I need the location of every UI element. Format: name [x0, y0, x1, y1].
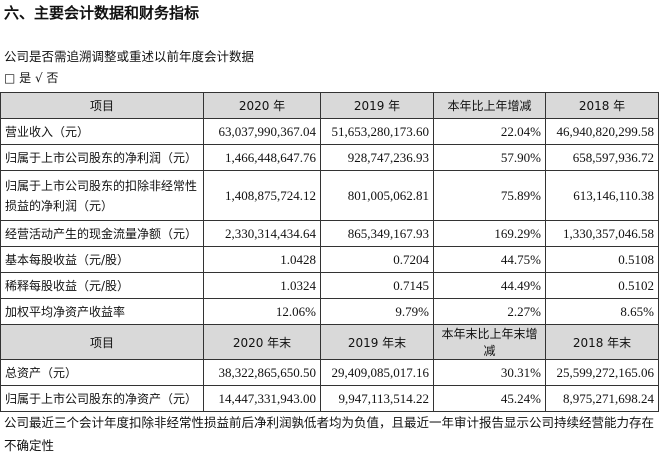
value-cell: 0.7145: [320, 272, 434, 299]
value-cell: 8.65%: [545, 298, 659, 325]
value-cell: 46,940,820,299.58: [545, 118, 659, 145]
value-cell: 30.31%: [433, 359, 546, 386]
label-cell: 营业收入（元）: [0, 118, 204, 145]
value-cell: 1,408,875,724.12: [203, 170, 321, 221]
value-cell: 22.04%: [433, 118, 546, 145]
value-cell: 0.5108: [545, 246, 659, 273]
value-cell: 1.0428: [203, 246, 321, 273]
value-cell: 8,975,271,698.24: [545, 385, 659, 412]
header-cell: 本年末比上年末增减: [433, 324, 546, 360]
value-cell: 865,349,167.93: [320, 220, 434, 247]
question: 公司是否需追溯调整或重述以前年度会计数据: [4, 49, 255, 64]
header-cell: 2018 年: [545, 92, 659, 119]
value-cell: 0.5102: [545, 272, 659, 299]
header-cell: 2020 年末: [203, 324, 321, 360]
value-cell: 169.29%: [433, 220, 546, 247]
header-cell: 2019 年: [320, 92, 434, 119]
header-row: 项目 2020 年 2019 年本年比上年增减 2018 年: [0, 92, 659, 119]
value-cell: 45.24%: [433, 385, 546, 412]
value-cell: 75.89%: [433, 170, 546, 221]
label-cell: 归属于上市公司股东的扣除非经常性损益的净利润（元）: [0, 170, 204, 221]
answer: □ 是 √ 否: [4, 71, 59, 85]
value-cell: 9,947,113,514.22: [320, 385, 434, 412]
header-cell: 项目: [0, 92, 204, 119]
label-cell: 加权平均净资产收益率: [0, 298, 204, 325]
value-cell: 38,322,865,650.50: [203, 359, 321, 386]
financial-table: 项目 2020 年 2019 年本年比上年增减 2018 年营业收入（元） 63,037…: [0, 92, 659, 412]
value-cell: 63,037,990,367.04: [203, 118, 321, 145]
header-cell: 2019 年末: [320, 324, 434, 360]
value-cell: 51,653,280,173.60: [320, 118, 434, 145]
data-row: 加权平均净资产收益率 12.06% 9.79% 2.27% 8.65%: [0, 298, 659, 325]
data-row: 基本每股收益（元/股） 1.0428 0.7204 44.75% 0.5108: [0, 246, 659, 273]
value-cell: 2,330,314,434.64: [203, 220, 321, 247]
value-cell: 1,466,448,647.76: [203, 144, 321, 171]
value-cell: 801,005,062.81: [320, 170, 434, 221]
footnote: 公司最近三个会计年度扣除非经常性损益前后净利润孰低者均为负值，且最近一年审计报告…: [4, 415, 655, 453]
section-title: 六、主要会计数据和财务指标: [4, 4, 200, 22]
value-cell: 14,447,331,943.00: [203, 385, 321, 412]
value-cell: 2.27%: [433, 298, 546, 325]
value-cell: 44.75%: [433, 246, 546, 273]
data-row: 归属于上市公司股东的扣除非经常性损益的净利润（元） 1,408,875,724.1…: [0, 170, 659, 221]
data-row: 总资产（元） 38,322,865,650.50 29,409,085,017.16…: [0, 359, 659, 386]
value-cell: 1,330,357,046.58: [545, 220, 659, 247]
label-cell: 总资产（元）: [0, 359, 204, 386]
data-row: 经营活动产生的现金流量净额（元） 2,330,314,434.64 865,349,…: [0, 220, 659, 247]
value-cell: 44.49%: [433, 272, 546, 299]
value-cell: 928,747,236.93: [320, 144, 434, 171]
header-cell: 2018 年末: [545, 324, 659, 360]
data-row: 归属于上市公司股东的净利润（元） 1,466,448,647.76 928,747,…: [0, 144, 659, 171]
label-cell: 基本每股收益（元/股）: [0, 246, 204, 273]
label-cell: 稀释每股收益（元/股）: [0, 272, 204, 299]
value-cell: 29,409,085,017.16: [320, 359, 434, 386]
header-cell: 2020 年: [203, 92, 321, 119]
value-cell: 658,597,936.72: [545, 144, 659, 171]
value-cell: 12.06%: [203, 298, 321, 325]
value-cell: 57.90%: [433, 144, 546, 171]
header-cell: 项目: [0, 324, 204, 360]
value-cell: 1.0324: [203, 272, 321, 299]
data-row: 营业收入（元） 63,037,990,367.04 51,653,280,173.6…: [0, 118, 659, 145]
value-cell: 25,599,272,165.06: [545, 359, 659, 386]
label-cell: 归属于上市公司股东的净资产（元）: [0, 385, 204, 412]
data-row: 归属于上市公司股东的净资产（元） 14,447,331,943.00 9,947,1…: [0, 385, 659, 412]
label-cell: 经营活动产生的现金流量净额（元）: [0, 220, 204, 247]
data-row: 稀释每股收益（元/股） 1.0324 0.7145 44.49% 0.5102: [0, 272, 659, 299]
header-cell: 本年比上年增减: [433, 92, 546, 119]
value-cell: 613,146,110.38: [545, 170, 659, 221]
header-row: 项目 2020 年末 2019 年末 本年末比上年末增减 2018 年末: [0, 324, 659, 360]
value-cell: 0.7204: [320, 246, 434, 273]
value-cell: 9.79%: [320, 298, 434, 325]
label-cell: 归属于上市公司股东的净利润（元）: [0, 144, 204, 171]
